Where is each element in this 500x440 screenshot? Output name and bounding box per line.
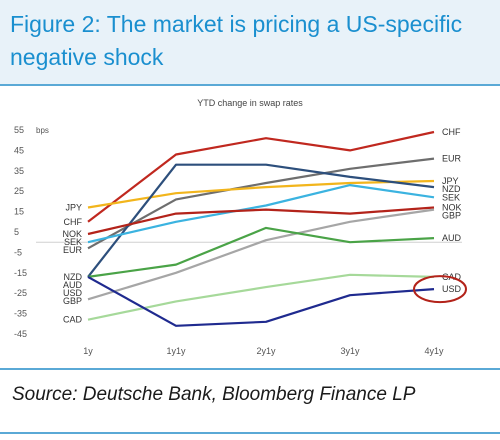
series-line-sek bbox=[87, 183, 435, 244]
start-label-gbp: GBP bbox=[63, 296, 82, 306]
bottom-rule bbox=[0, 432, 500, 434]
x-tick-label: 4y1y bbox=[424, 346, 444, 356]
series-line-chf bbox=[87, 130, 435, 223]
end-label-jpy: JPY bbox=[442, 176, 459, 186]
usd-highlight-circle bbox=[413, 275, 467, 304]
y-tick-label: 55 bbox=[14, 125, 24, 135]
end-label-nok: NOK bbox=[442, 203, 462, 213]
start-label-nzd: NZD bbox=[64, 272, 83, 282]
series-line-usd bbox=[87, 275, 435, 327]
start-label-sek: SEK bbox=[64, 237, 82, 247]
figure-title: Figure 2: The market is pricing a US-spe… bbox=[10, 11, 463, 70]
series-line-aud bbox=[87, 226, 435, 278]
y-tick-label: 45 bbox=[14, 145, 24, 155]
y-tick-label: -15 bbox=[14, 268, 27, 278]
x-tick-label: 2y1y bbox=[256, 346, 276, 356]
figure-header: Figure 2: The market is pricing a US-spe… bbox=[0, 0, 500, 86]
y-tick-label: 35 bbox=[14, 166, 24, 176]
series-line-nok bbox=[87, 206, 435, 236]
y-tick-label: 25 bbox=[14, 186, 24, 196]
end-label-gbp: GBP bbox=[442, 211, 461, 221]
x-tick-label: 3y1y bbox=[340, 346, 360, 356]
end-label-usd: USD bbox=[442, 284, 462, 294]
start-label-chf: CHF bbox=[64, 217, 83, 227]
y-tick-label: -35 bbox=[14, 309, 27, 319]
y-axis-unit: bps bbox=[36, 126, 49, 135]
end-label-aud: AUD bbox=[442, 233, 462, 243]
end-label-eur: EUR bbox=[442, 154, 462, 164]
y-tick-label: -45 bbox=[14, 329, 27, 339]
swap-rate-chart: YTD change in swap rates 55 45 35 25 15 5 -5 -15… bbox=[14, 98, 467, 356]
y-tick-label: -25 bbox=[14, 288, 27, 298]
start-label-usd: USD bbox=[63, 288, 83, 298]
end-label-sek: SEK bbox=[442, 192, 460, 202]
series-line-cad bbox=[87, 273, 435, 321]
series-line-nzd bbox=[87, 163, 435, 278]
series-line-gbp bbox=[87, 208, 435, 301]
start-label-cad: CAD bbox=[63, 315, 83, 325]
y-tick-label: -5 bbox=[14, 247, 22, 257]
series-line-jpy bbox=[87, 179, 435, 209]
start-label-jpy: JPY bbox=[65, 203, 82, 213]
end-label-nzd: NZD bbox=[442, 184, 461, 194]
x-tick-label: 1y1y bbox=[166, 346, 186, 356]
source-box: Source: Deutsche Bank, Bloomberg Finance… bbox=[0, 368, 500, 434]
chart-title: YTD change in swap rates bbox=[197, 98, 303, 108]
start-label-aud: AUD bbox=[63, 280, 83, 290]
y-tick-label: 15 bbox=[14, 207, 24, 217]
end-label-chf: CHF bbox=[442, 127, 461, 137]
start-label-eur: EUR bbox=[63, 245, 83, 255]
x-tick-label: 1y bbox=[83, 346, 93, 356]
source-note: Source: Deutsche Bank, Bloomberg Finance… bbox=[12, 384, 416, 405]
y-tick-label: 5 bbox=[14, 227, 19, 237]
series-line-eur bbox=[87, 157, 435, 250]
start-label-nok: NOK bbox=[62, 229, 82, 239]
